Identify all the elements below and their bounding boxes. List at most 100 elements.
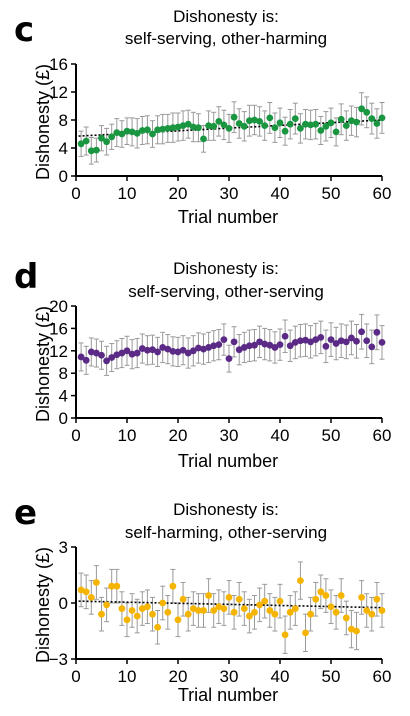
data-point xyxy=(368,115,376,122)
data-point xyxy=(332,340,340,347)
data-point xyxy=(297,577,304,584)
data-point xyxy=(332,128,340,136)
y-tick-label: 4 xyxy=(59,139,68,158)
data-point xyxy=(230,608,238,616)
x-tick-label: 0 xyxy=(71,184,80,203)
data-point xyxy=(149,130,156,138)
data-point xyxy=(342,122,350,129)
x-tick-label: 50 xyxy=(322,184,341,203)
data-point xyxy=(210,342,218,350)
data-point xyxy=(240,605,248,612)
data-point xyxy=(220,121,228,129)
data-point xyxy=(291,605,299,612)
data-point xyxy=(82,356,90,364)
data-point xyxy=(93,579,100,586)
data-point xyxy=(184,610,192,618)
data-point xyxy=(353,337,360,345)
data-point xyxy=(291,339,299,346)
data-point xyxy=(240,122,248,130)
data-point xyxy=(138,127,146,134)
data-point xyxy=(103,357,110,365)
data-point xyxy=(123,347,131,355)
data-point xyxy=(113,582,121,590)
data-point xyxy=(256,118,263,125)
x-tick-label: 60 xyxy=(373,667,392,686)
data-point xyxy=(322,592,330,599)
data-point xyxy=(286,120,294,128)
data-point xyxy=(235,346,243,354)
data-point xyxy=(256,338,263,346)
data-point xyxy=(138,345,146,352)
y-tick-label: −3 xyxy=(49,650,68,669)
data-point xyxy=(307,121,314,129)
data-point xyxy=(87,348,95,356)
data-point xyxy=(215,341,223,349)
data-point xyxy=(149,610,156,618)
data-point xyxy=(373,595,381,603)
data-point xyxy=(82,588,90,596)
data-point xyxy=(307,338,314,346)
x-tick-label: 20 xyxy=(169,667,188,686)
panel-e: e Dishonesty is: self-harming, other-ser… xyxy=(14,493,391,705)
data-point xyxy=(291,115,299,122)
y-tick-label: 8 xyxy=(59,364,68,383)
data-point xyxy=(302,120,309,128)
data-point xyxy=(210,122,218,130)
data-point xyxy=(281,332,289,340)
data-point xyxy=(363,607,371,614)
data-point xyxy=(123,127,131,135)
data-point xyxy=(266,607,274,614)
x-axis-label: Trial number xyxy=(178,685,278,705)
data-point xyxy=(240,344,248,351)
x-tick-label: 60 xyxy=(373,426,392,445)
data-point xyxy=(256,601,263,609)
data-point xyxy=(312,595,320,603)
data-point xyxy=(322,342,330,350)
data-point xyxy=(77,353,85,361)
data-point xyxy=(358,105,365,113)
x-tick-label: 0 xyxy=(71,667,80,686)
data-point xyxy=(154,348,162,356)
data-point xyxy=(133,612,141,620)
panel-letter: d xyxy=(14,257,38,297)
data-point xyxy=(312,120,320,128)
data-point xyxy=(215,603,223,611)
data-point xyxy=(302,336,309,344)
data-point xyxy=(363,337,371,345)
data-point xyxy=(271,124,279,132)
data-point xyxy=(159,599,167,607)
data-point xyxy=(332,608,340,616)
data-point xyxy=(179,122,187,129)
data-point xyxy=(266,114,274,122)
data-point xyxy=(113,351,121,359)
data-point xyxy=(164,345,172,353)
data-point xyxy=(174,123,182,131)
x-tick-label: 40 xyxy=(271,667,290,686)
data-point xyxy=(133,349,141,357)
data-point xyxy=(230,338,238,346)
data-point xyxy=(281,631,289,639)
data-point xyxy=(286,608,294,616)
data-point xyxy=(169,347,177,355)
data-point xyxy=(246,117,253,125)
data-point xyxy=(108,133,116,141)
x-tick-label: 60 xyxy=(373,184,392,203)
data-point xyxy=(159,344,167,351)
data-point xyxy=(353,627,360,635)
data-point xyxy=(358,328,365,336)
y-axis-label: Dishonesty (£) xyxy=(33,64,53,180)
x-tick-label: 0 xyxy=(71,426,80,445)
data-point xyxy=(200,345,207,353)
data-point xyxy=(98,351,105,359)
data-point xyxy=(317,333,325,341)
data-point xyxy=(348,334,355,342)
panel-c: c Dishonesty is: self-serving, other-har… xyxy=(14,7,391,227)
data-point xyxy=(271,610,279,618)
data-point xyxy=(123,616,131,624)
data-point xyxy=(98,610,105,618)
data-point xyxy=(189,123,197,131)
data-point xyxy=(342,338,350,346)
data-point xyxy=(118,130,126,138)
data-point xyxy=(378,607,386,614)
data-point xyxy=(184,120,192,128)
